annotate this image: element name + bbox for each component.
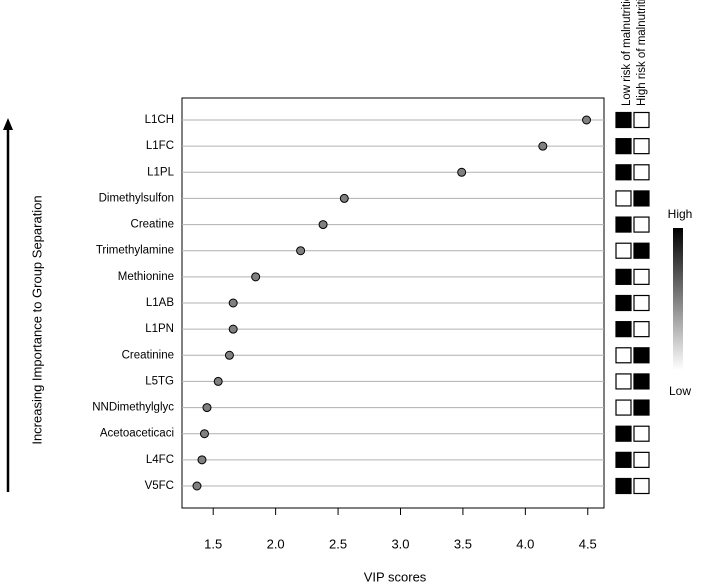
y-tick-label: Dimethylsulfon <box>99 192 174 204</box>
dot <box>296 246 306 256</box>
heat-cell <box>633 425 650 442</box>
y-tick-label: L1FC <box>146 140 174 152</box>
heat-cell <box>633 451 650 468</box>
heat-cell <box>615 138 632 155</box>
y-tick-label: L5TG <box>145 375 174 387</box>
heat-cell <box>615 268 632 285</box>
heat-cell <box>633 268 650 285</box>
x-tick-label: 1.5 <box>204 536 222 551</box>
heat-cell <box>633 347 650 364</box>
y-tick-label: Acetoaceticaci <box>100 428 174 440</box>
dot <box>538 141 548 151</box>
color-bar <box>673 228 683 370</box>
y-tick-label: Methionine <box>118 271 174 283</box>
x-tick-label: 4.0 <box>516 536 534 551</box>
heat-cell <box>615 216 632 233</box>
color-bar-high: High <box>668 207 693 221</box>
y-tick-label: NNDimethylglyc <box>92 402 174 414</box>
x-tick-label: 2.5 <box>329 536 347 551</box>
y-tick-label: L1PN <box>145 323 174 335</box>
y-tick-label: Trimethylamine <box>96 245 174 257</box>
heat-cell <box>615 190 632 207</box>
heat-cell <box>633 216 650 233</box>
heat-cell <box>633 111 650 129</box>
dot <box>339 193 349 203</box>
y-tick-label: L4FC <box>146 454 174 466</box>
heat-cell <box>633 242 650 259</box>
x-tick-label: 4.5 <box>579 536 597 551</box>
heat-cell <box>615 477 632 495</box>
y-tick-label: L1AB <box>146 297 174 309</box>
x-tick-label: 2.0 <box>267 536 285 551</box>
x-tick-label: 3.0 <box>391 536 409 551</box>
y-axis-label: Increasing Importance to Group Separatio… <box>29 195 44 444</box>
dot <box>202 403 212 413</box>
heat-cell <box>633 373 650 390</box>
dot <box>457 167 467 177</box>
dot <box>228 298 238 308</box>
heat-cell <box>615 294 632 312</box>
heat-cell <box>615 373 632 390</box>
dot <box>582 115 592 125</box>
heat-cell <box>615 347 632 364</box>
y-tick-label: L1PL <box>147 166 174 178</box>
dot <box>192 481 202 491</box>
column-header: Low risk of malnutrition <box>621 0 633 106</box>
x-tick-label: 3.5 <box>454 536 472 551</box>
y-tick-label: Creatinine <box>122 349 174 361</box>
dot <box>318 220 328 230</box>
y-tick-label: V5FC <box>145 480 174 492</box>
heat-cell <box>633 164 650 181</box>
heat-cell <box>633 190 650 207</box>
dot <box>199 429 209 439</box>
color-bar-low: Low <box>669 384 691 398</box>
y-tick-label: L1CH <box>145 114 174 126</box>
arrow-head <box>3 118 13 130</box>
heat-cell <box>615 425 632 442</box>
heat-cell <box>633 138 650 155</box>
heat-cell <box>633 294 650 312</box>
heat-cell <box>615 242 632 259</box>
dot <box>251 272 261 282</box>
heat-cell <box>615 164 632 181</box>
heat-cell <box>633 321 650 338</box>
heat-cell <box>633 399 650 416</box>
column-header: High risk of malnutrition <box>636 0 648 106</box>
heat-cell <box>633 477 650 495</box>
y-tick-label: Creatine <box>131 219 174 231</box>
dot <box>197 455 207 465</box>
heat-cell <box>615 451 632 468</box>
heat-cell <box>615 111 632 129</box>
heat-cell <box>615 399 632 416</box>
x-axis-label: VIP scores <box>364 569 427 584</box>
dot <box>228 324 238 334</box>
dot <box>213 376 223 386</box>
dot <box>224 350 234 360</box>
heat-cell <box>615 321 632 338</box>
